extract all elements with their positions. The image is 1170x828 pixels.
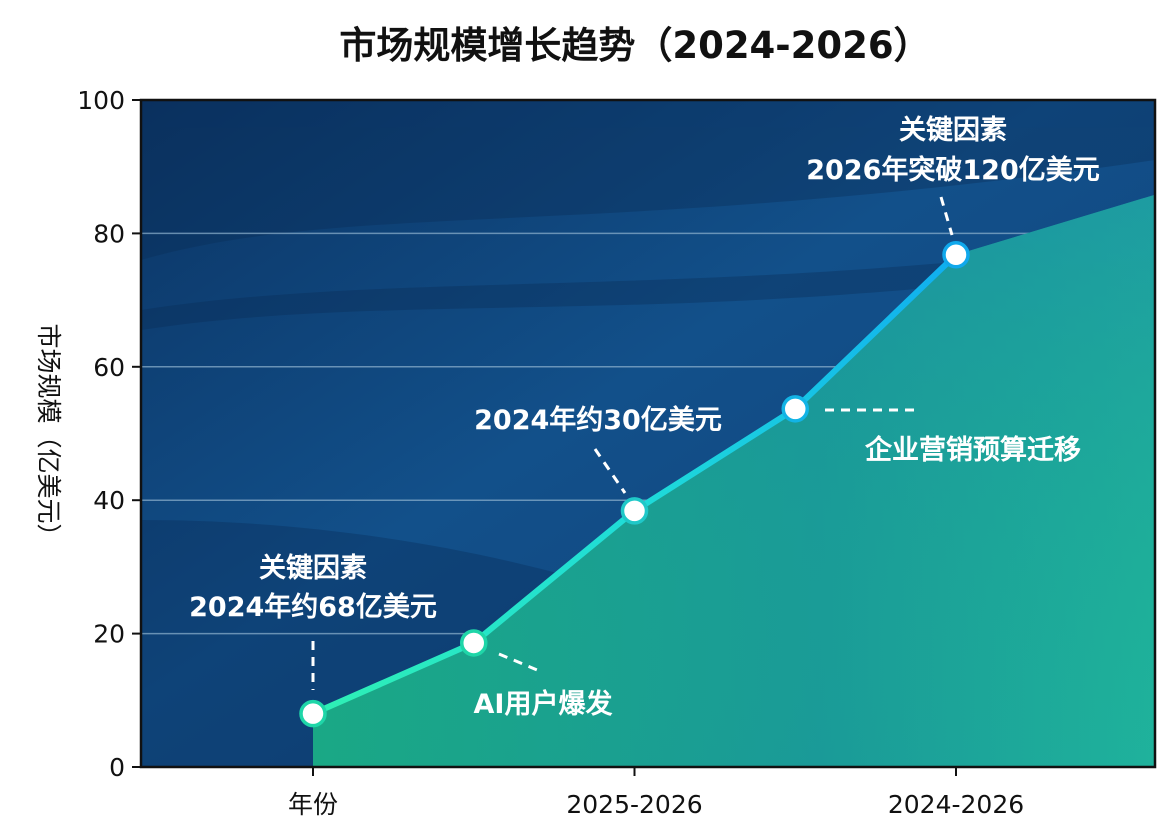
data-point-marker[interactable]: [460, 629, 488, 657]
annotation-leader-line: [939, 196, 954, 236]
x-tick-label: 2025-2026: [566, 790, 702, 819]
annotation-leaders: [311, 196, 954, 690]
x-tick-label: 2024-2026: [888, 790, 1024, 819]
y-axis-label: 市场规模（亿美元）: [34, 323, 63, 548]
y-tick-label: 20: [93, 620, 125, 649]
data-markers: [299, 240, 970, 728]
chart-title: 市场规模增长趋势（2024-2026）: [339, 24, 930, 67]
annotation-leader-line: [498, 652, 543, 674]
data-point-marker[interactable]: [781, 395, 809, 423]
annotation-text: 关键因素: [899, 114, 1007, 146]
y-tick-label: 80: [93, 219, 125, 248]
data-point-marker[interactable]: [299, 699, 327, 728]
y-axis: 0 20 40 60 80 100: [77, 86, 141, 782]
annotation-text: 企业营销预算迁移: [865, 434, 1081, 466]
area-fill-overlay: [313, 194, 1155, 767]
y-tick-label: 60: [93, 353, 125, 382]
data-point-marker[interactable]: [620, 497, 649, 525]
svg-text:市场规模（亿美元）: 市场规模（亿美元）: [34, 323, 63, 548]
y-tick-label: 100: [77, 86, 125, 115]
annotation-text: 2026年突破120亿美元: [806, 154, 1100, 186]
annotations: 关键因素 2024年约68亿美元 AI用户爆发 2024年约30亿美元企业营销预算迁移…: [189, 114, 1100, 720]
y-tick-label: 0: [109, 753, 125, 782]
annotation-text: 2024年约30亿美元: [474, 404, 722, 436]
plot-area: 关键因素 2024年约68亿美元 AI用户爆发 2024年约30亿美元企业营销预算迁移…: [141, 100, 1155, 767]
annotation-text: AI用户爆发: [474, 688, 613, 720]
data-point-marker[interactable]: [942, 240, 970, 269]
x-tick-label: 年份: [288, 790, 338, 819]
annotation-text: 关键因素: [259, 552, 367, 584]
plot-frame: [139, 98, 1157, 769]
x-axis: 年份 2025-2026 2024-2026: [288, 767, 1024, 819]
annotation-leader-line: [593, 448, 627, 494]
y-tick-label: 40: [93, 486, 125, 515]
annotation-text: 2024年约68亿美元: [189, 591, 437, 623]
